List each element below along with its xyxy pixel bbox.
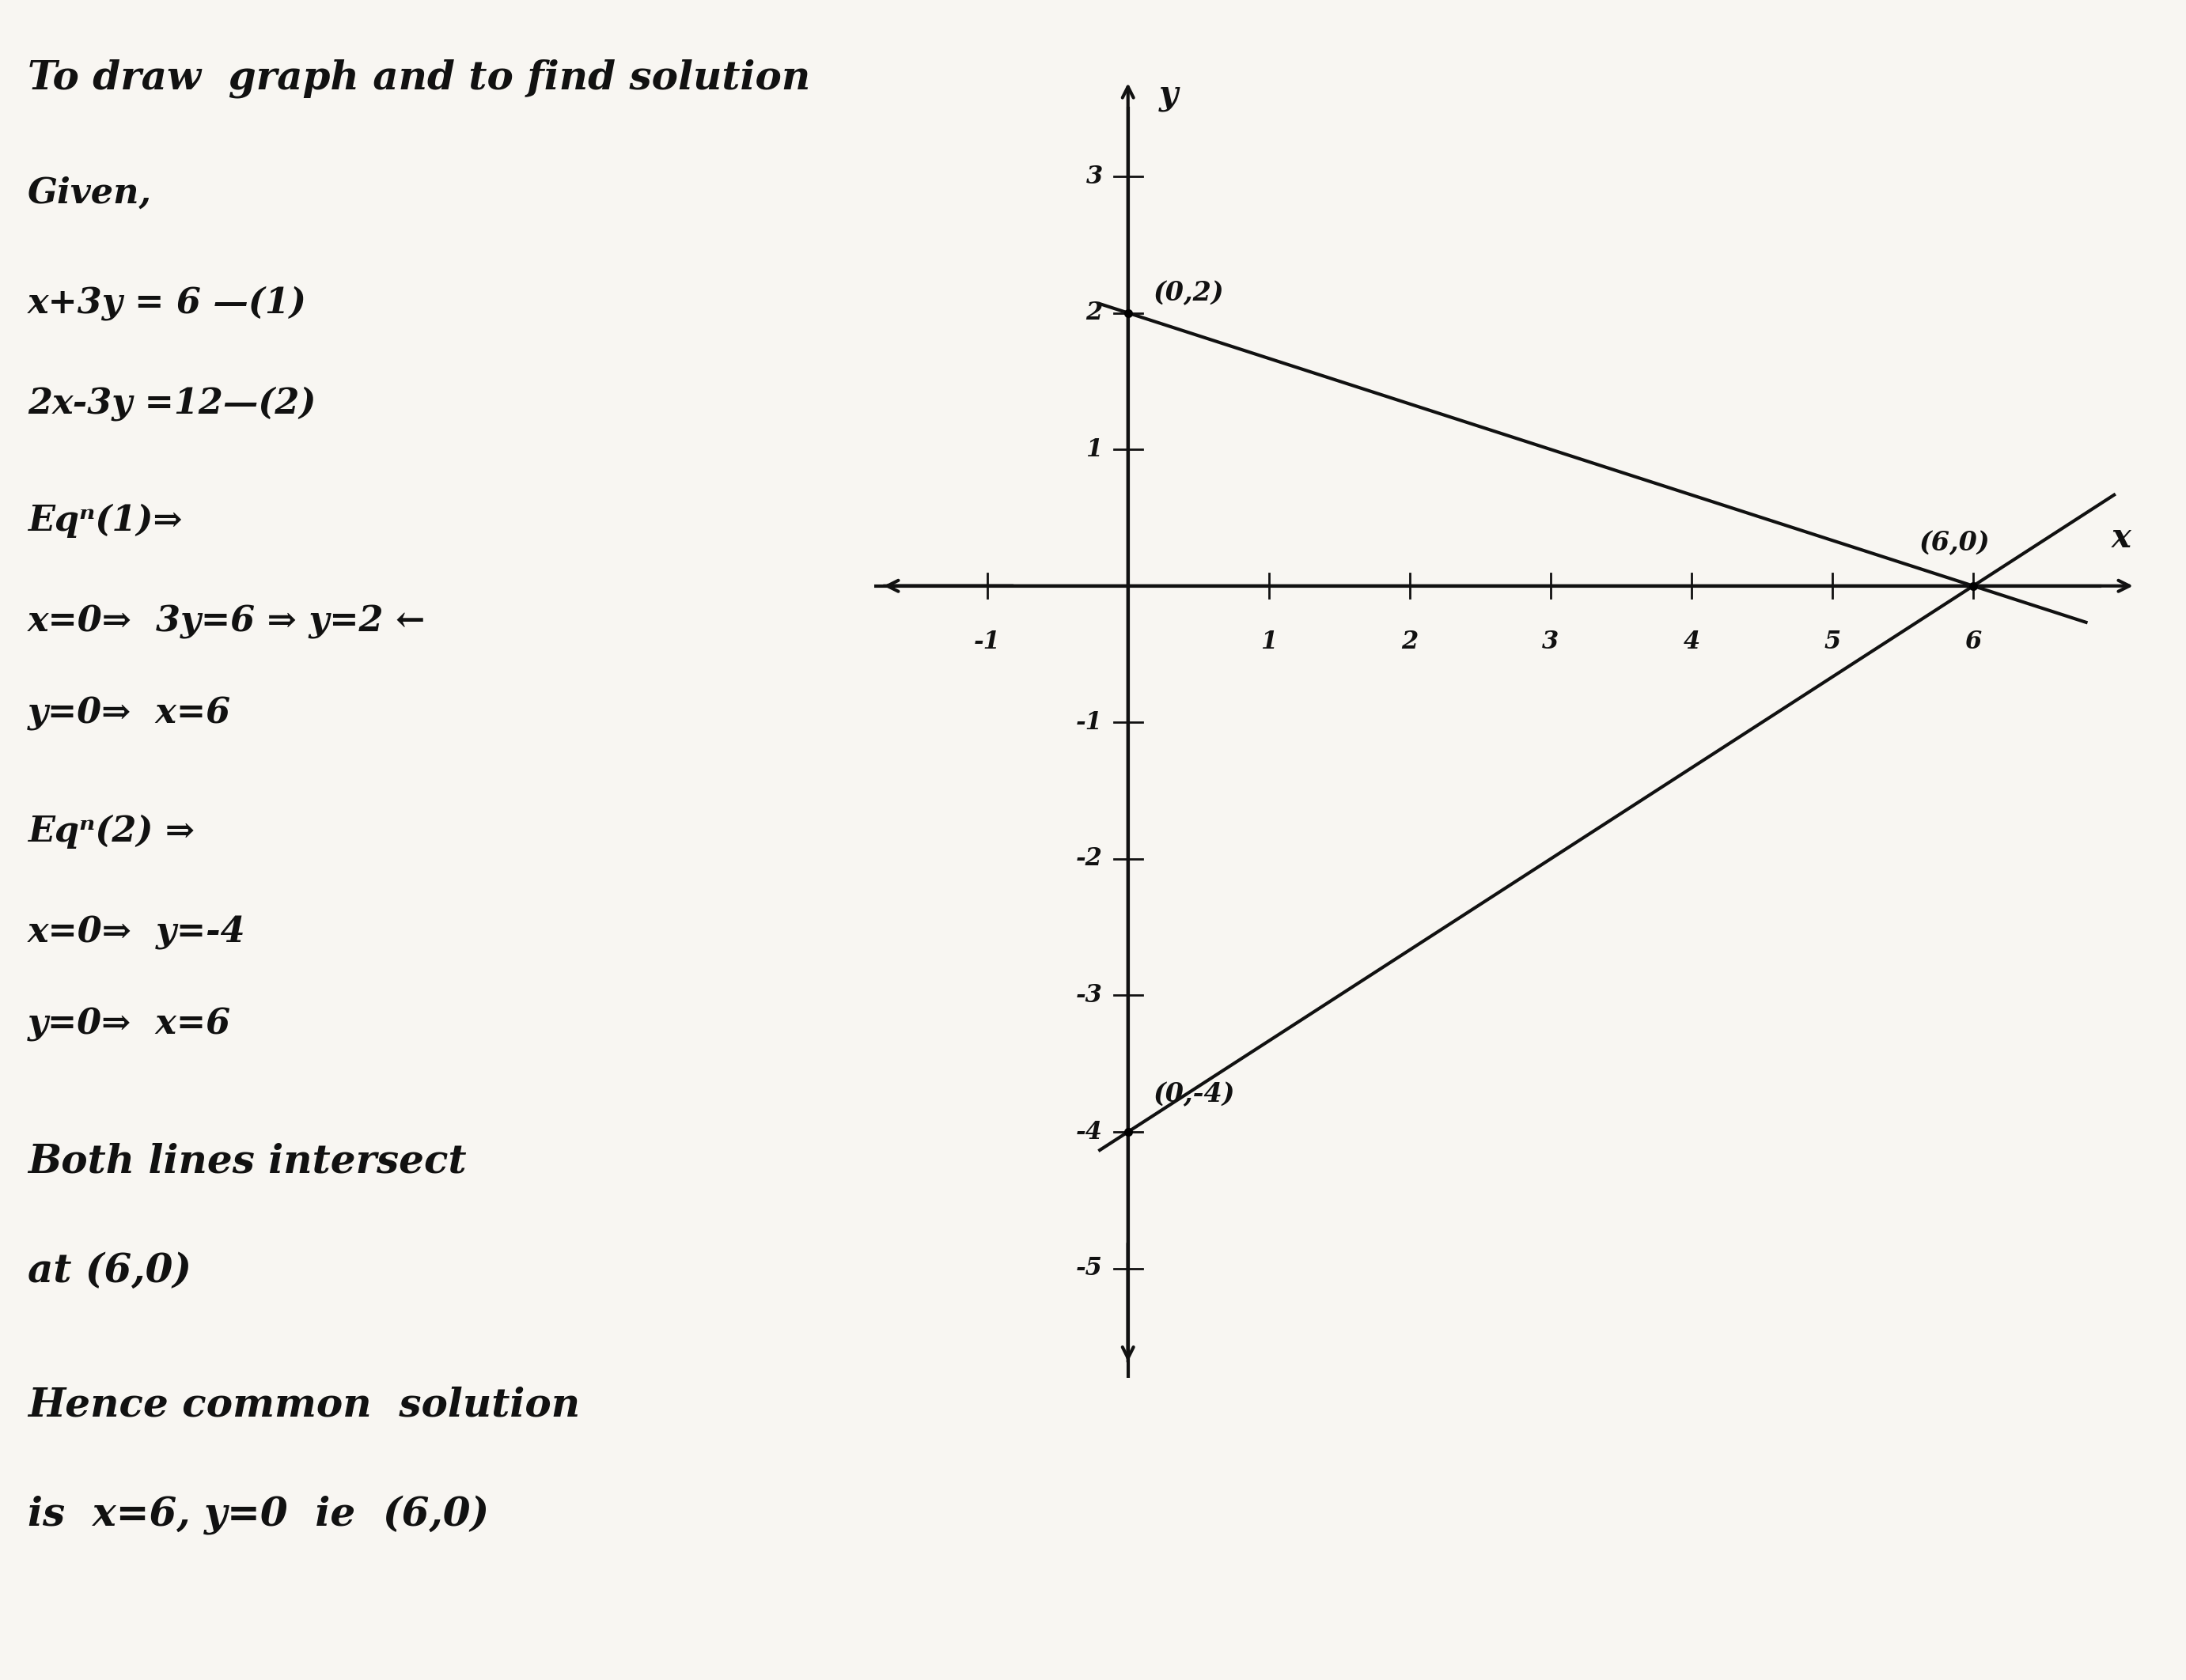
Text: Hence common  solution: Hence common solution: [28, 1386, 579, 1425]
Text: 5: 5: [1823, 630, 1841, 654]
Text: Both lines intersect: Both lines intersect: [28, 1142, 466, 1181]
Text: Eqⁿ(1)⇒: Eqⁿ(1)⇒: [28, 504, 181, 538]
Text: -1: -1: [1076, 711, 1102, 734]
Text: -3: -3: [1076, 983, 1102, 1008]
Text: x+3y = 6 —(1): x+3y = 6 —(1): [28, 286, 306, 321]
Text: 2: 2: [1086, 301, 1102, 326]
Text: (0,-4): (0,-4): [1154, 1082, 1235, 1107]
Text: 6: 6: [1965, 630, 1983, 654]
Text: -1: -1: [973, 630, 1001, 654]
Text: 4: 4: [1683, 630, 1701, 654]
Text: 2: 2: [1401, 630, 1419, 654]
Text: Given,: Given,: [28, 176, 151, 210]
Text: -4: -4: [1076, 1119, 1102, 1144]
Text: at (6,0): at (6,0): [28, 1252, 192, 1290]
Text: is  x=6, y=0  ie  (6,0): is x=6, y=0 ie (6,0): [28, 1495, 490, 1536]
Text: 1: 1: [1261, 630, 1277, 654]
Text: (0,2): (0,2): [1154, 281, 1224, 306]
Text: x=0⇒  3y=6 ⇒ y=2 ←: x=0⇒ 3y=6 ⇒ y=2 ←: [28, 605, 426, 638]
Text: y: y: [1159, 79, 1178, 111]
Text: 1: 1: [1086, 437, 1102, 462]
Text: -5: -5: [1076, 1257, 1102, 1280]
Text: y=0⇒  x=6: y=0⇒ x=6: [28, 1008, 232, 1042]
Text: 3: 3: [1086, 165, 1102, 188]
Text: 3: 3: [1541, 630, 1559, 654]
Text: Eqⁿ(2) ⇒: Eqⁿ(2) ⇒: [28, 815, 195, 848]
Text: -2: -2: [1076, 847, 1102, 872]
Text: x=0⇒  y=-4: x=0⇒ y=-4: [28, 916, 245, 949]
Text: y=0⇒  x=6: y=0⇒ x=6: [28, 697, 232, 731]
Text: (6,0): (6,0): [1919, 529, 1991, 556]
Text: 2x-3y =12—(2): 2x-3y =12—(2): [28, 386, 315, 422]
Text: To draw  graph and to find solution: To draw graph and to find solution: [28, 59, 811, 97]
Text: x: x: [2112, 521, 2131, 554]
